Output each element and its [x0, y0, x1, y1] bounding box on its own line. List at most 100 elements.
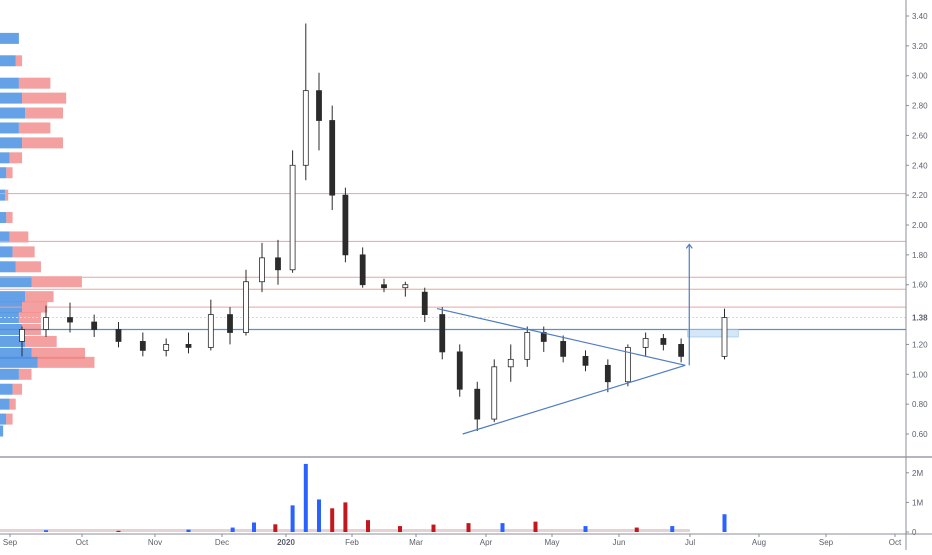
price-tick-label: 2.00: [912, 221, 928, 230]
volume-profile-up-bar: [0, 383, 13, 395]
candle-body[interactable]: [243, 281, 249, 333]
candle-body[interactable]: [359, 254, 366, 286]
candle-body[interactable]: [91, 321, 98, 330]
volume-bar[interactable]: [290, 505, 295, 532]
candle-body[interactable]: [678, 344, 685, 357]
volume-profile-down-bar: [22, 137, 63, 149]
volume-profile-up-bar: [0, 32, 19, 44]
volume-bar[interactable]: [186, 529, 191, 532]
candle-body[interactable]: [582, 355, 589, 366]
candle-body[interactable]: [302, 90, 309, 166]
time-tick-label: Jul: [685, 538, 695, 547]
volume-axis[interactable]: 2M 1M 0: [906, 469, 923, 537]
volume-profile-down-bar: [25, 107, 63, 119]
candle-body[interactable]: [439, 314, 446, 353]
candle-body[interactable]: [43, 317, 49, 330]
volume-bar[interactable]: [343, 502, 348, 532]
candle-body[interactable]: [329, 120, 336, 196]
volume-bar[interactable]: [634, 527, 639, 532]
time-tick-label: Aug: [752, 538, 766, 547]
volume-tick-label: 2M: [912, 469, 923, 478]
price-tick-label: 3.00: [912, 72, 928, 81]
volume-bar[interactable]: [670, 526, 675, 532]
volume-profile-down-bar: [31, 276, 82, 288]
candle-body[interactable]: [642, 338, 649, 348]
volume-profile-down-bar: [9, 398, 16, 410]
candle-body[interactable]: [185, 344, 192, 348]
time-tick-label: Feb: [345, 538, 359, 547]
volume-bar[interactable]: [466, 523, 471, 532]
volume-bar[interactable]: [230, 527, 235, 532]
volume-profile-down-bar: [12, 383, 23, 395]
candle-body[interactable]: [227, 314, 233, 333]
candle-body[interactable]: [507, 358, 514, 368]
volume-bar[interactable]: [303, 463, 308, 532]
candle-body[interactable]: [163, 344, 170, 351]
time-tick-label: May: [544, 538, 559, 547]
candle-body[interactable]: [381, 284, 387, 289]
volume-bar[interactable]: [317, 499, 321, 532]
time-tick-label: Apr: [480, 538, 493, 547]
candle-body[interactable]: [275, 257, 281, 271]
price-pane[interactable]: [0, 23, 906, 437]
candle-body[interactable]: [289, 164, 296, 271]
time-axis[interactable]: Sep Oct Nov Dec 2020 Feb Mar Apr May Jun Jul Aug Sep…: [0, 533, 932, 547]
candle-body[interactable]: [316, 90, 322, 121]
candle-body[interactable]: [67, 317, 73, 323]
volume-bar[interactable]: [500, 523, 505, 532]
candle-body[interactable]: [259, 257, 265, 283]
volume-profile-up-bar: [0, 77, 19, 89]
triangle-upper-trendline[interactable]: [436, 308, 686, 366]
price-axis[interactable]: 3.40 3.20 3.00 2.80 2.60 2.40 2.20 2.00 1.80 1.60…: [905, 0, 931, 550]
candle-body[interactable]: [660, 338, 667, 345]
candle-body[interactable]: [139, 341, 146, 351]
volume-profile-up-bar: [0, 231, 10, 243]
volume-profile-up-bar: [0, 261, 16, 273]
volume-bar[interactable]: [583, 526, 588, 532]
volume-profile-up-bar: [0, 246, 13, 258]
volume-bar[interactable]: [398, 526, 402, 532]
volume-profile-down-bar: [25, 291, 54, 303]
price-tick-label: 0.60: [912, 430, 928, 439]
time-tick-label: Oct: [76, 538, 89, 547]
candle-body[interactable]: [524, 332, 531, 360]
candle-body[interactable]: [19, 329, 25, 342]
volume-profile-up-bar: [0, 189, 6, 201]
candle-body[interactable]: [115, 329, 122, 342]
candle-body[interactable]: [456, 351, 463, 390]
time-tick-label: Dec: [215, 538, 229, 547]
volume-bar[interactable]: [44, 530, 48, 532]
volume-pane[interactable]: [0, 456, 932, 532]
volume-profile-up-bar: [0, 356, 38, 368]
candle-body[interactable]: [491, 366, 498, 420]
candle-body[interactable]: [421, 291, 428, 315]
candle-body[interactable]: [721, 317, 728, 357]
volume-profile-down-bar: [15, 55, 23, 67]
volume-profile-up-bar: [0, 291, 26, 303]
volume-bar[interactable]: [330, 508, 335, 532]
target-zone-box[interactable]: [687, 329, 739, 338]
volume-bar[interactable]: [116, 530, 121, 532]
candle-body[interactable]: [560, 341, 567, 357]
volume-profile-up-bar: [0, 137, 23, 149]
volume-bar[interactable]: [722, 514, 727, 532]
volume-profile-up-bar: [0, 368, 19, 380]
price-tick-label: 1.00: [912, 370, 928, 379]
volume-bar[interactable]: [533, 521, 538, 532]
candle-body[interactable]: [604, 364, 611, 383]
triangle-lower-trendline[interactable]: [462, 364, 686, 435]
volume-bar[interactable]: [252, 522, 256, 532]
volume-bar[interactable]: [366, 520, 370, 532]
volume-bar[interactable]: [431, 524, 436, 532]
candle-body[interactable]: [474, 388, 481, 420]
volume-bar[interactable]: [273, 524, 278, 532]
candle-body[interactable]: [624, 347, 631, 383]
volume-profile-up-bar: [0, 107, 26, 119]
candle-body[interactable]: [207, 314, 214, 348]
volume-profile-up-bar: [0, 335, 26, 347]
candle-body[interactable]: [342, 194, 349, 256]
candle-body[interactable]: [402, 284, 409, 289]
